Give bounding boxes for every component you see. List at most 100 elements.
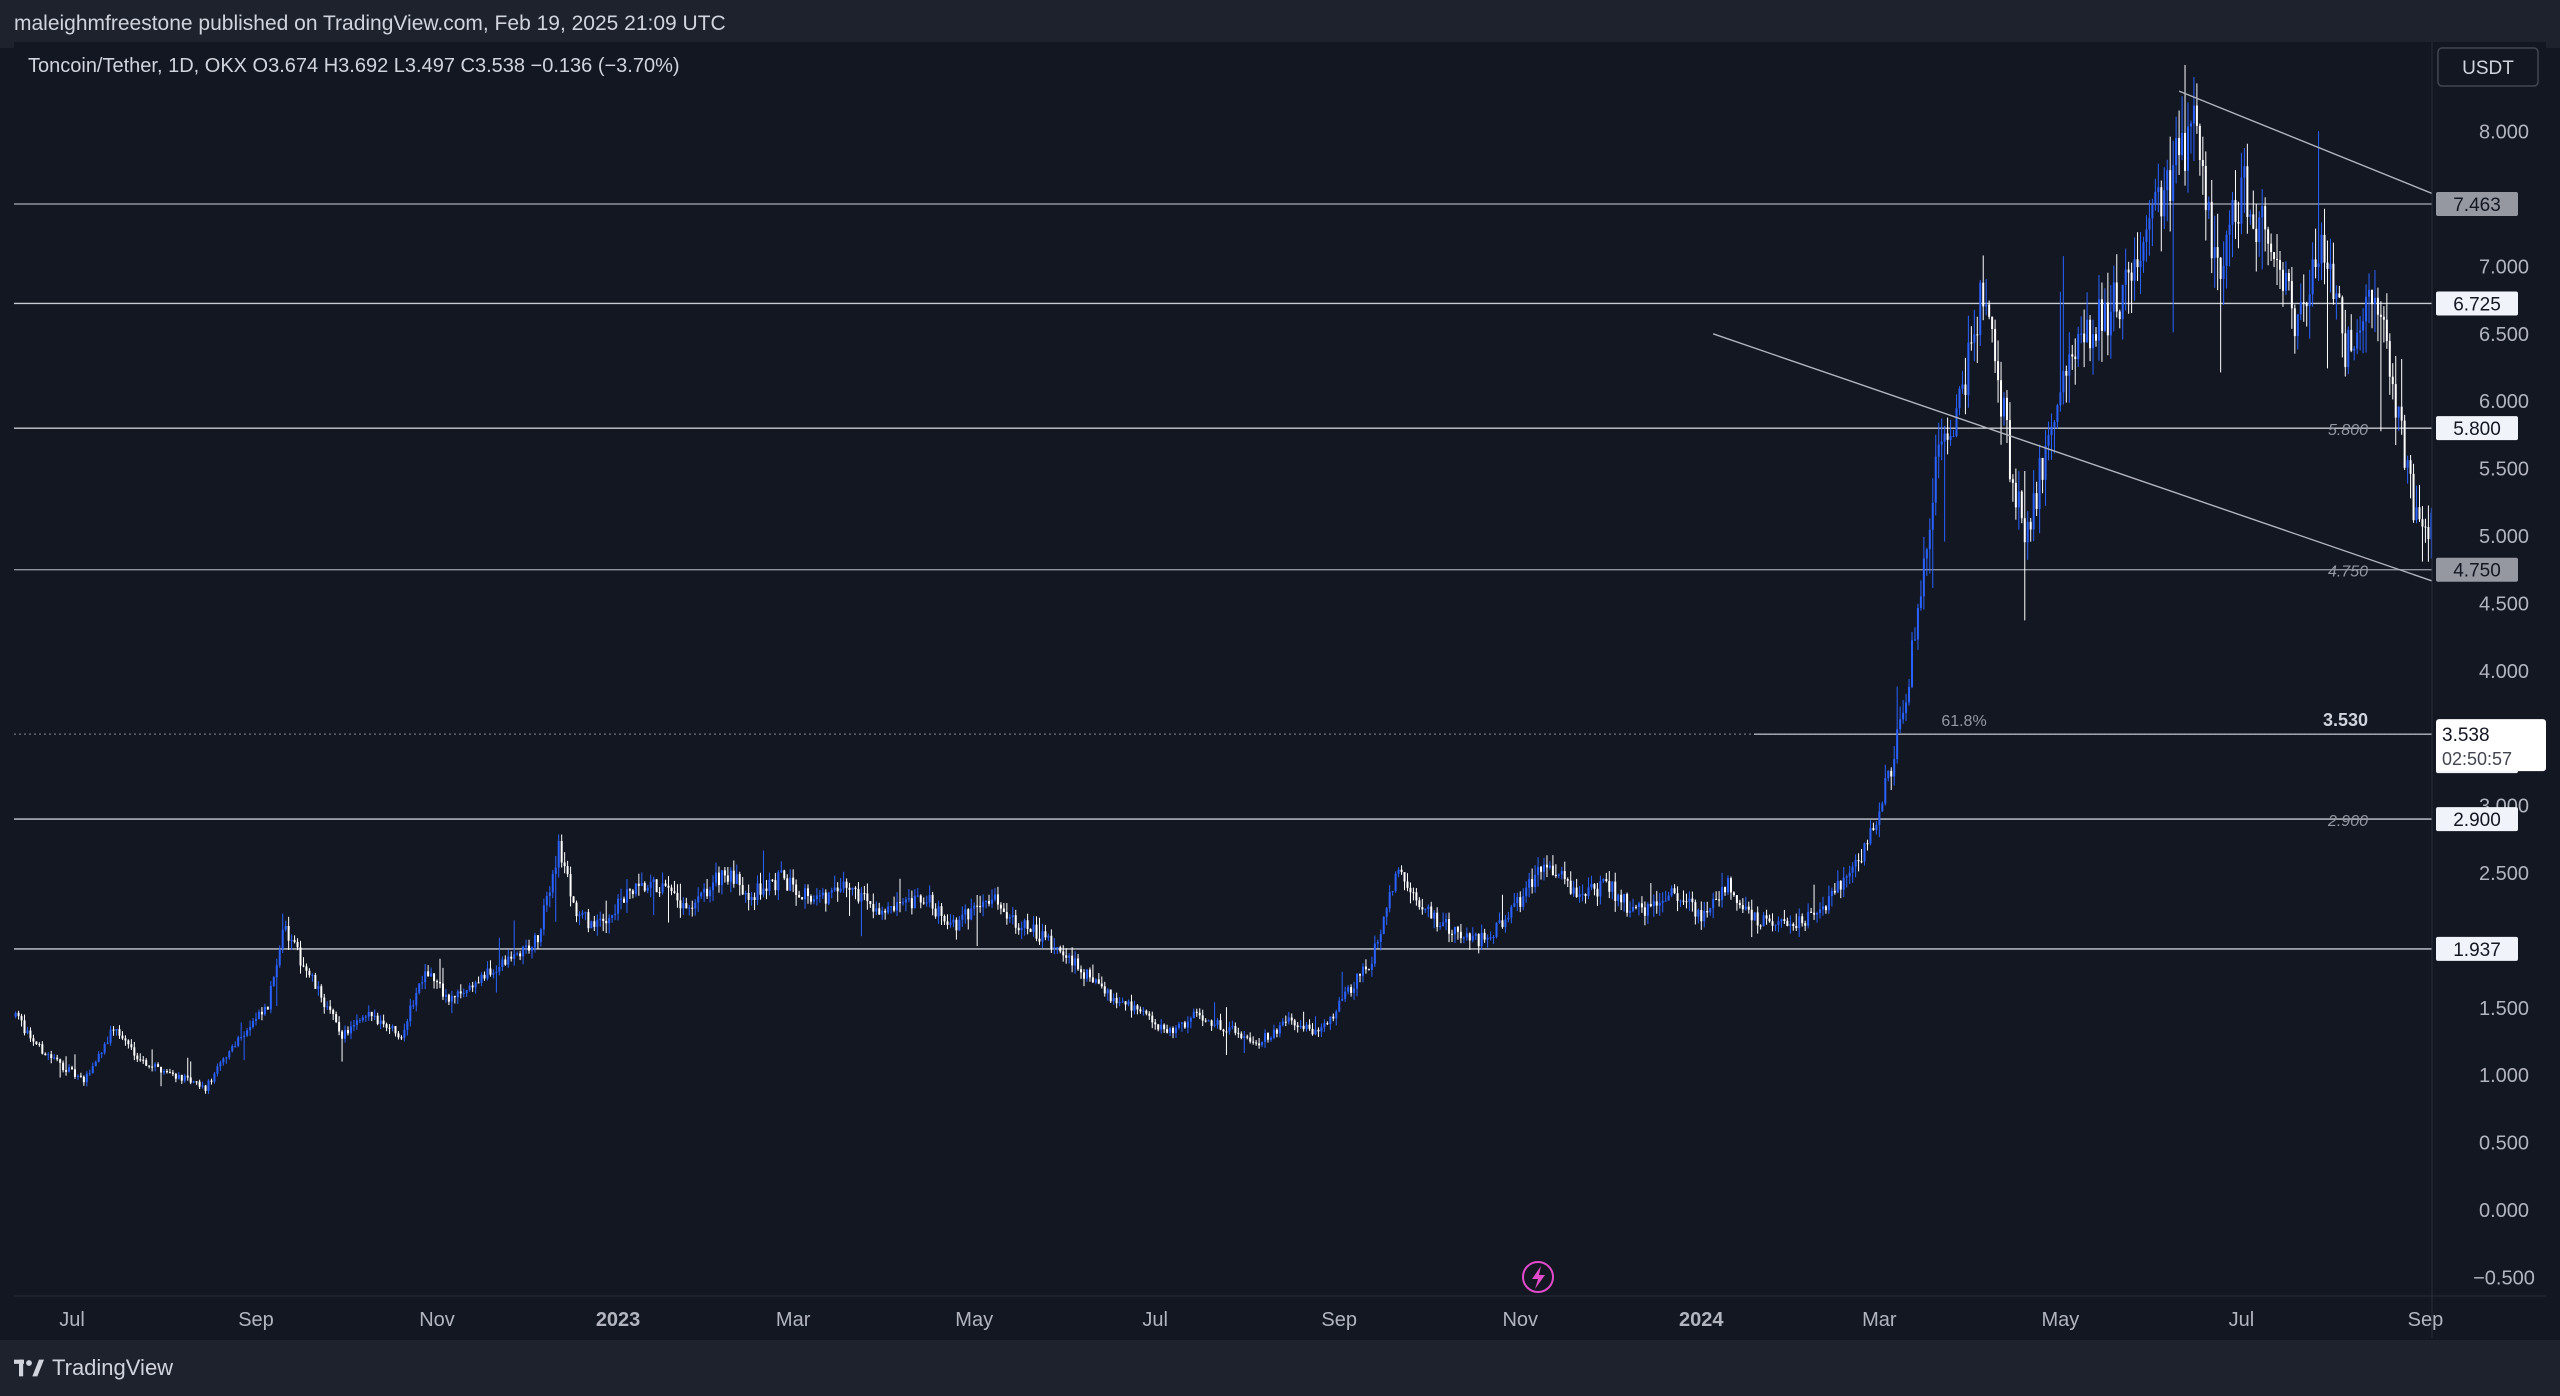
candle-body [1887,770,1890,778]
candle-body [827,892,830,904]
candle-body [2207,201,2210,211]
candle-body [1655,901,1658,906]
candle-body [904,899,907,903]
x-tick-label: 2024 [1679,1309,1724,1331]
candle-body [2249,214,2252,217]
candle-body [2136,259,2139,268]
candle-body [2430,512,2433,540]
candle-body [2261,205,2264,218]
candle-body [780,870,783,873]
candle-body [554,867,557,875]
candle-body [973,905,976,909]
candle-body [2335,293,2338,300]
tradingview-logo[interactable]: TradingView [14,1354,173,1382]
candle-body [269,985,272,1010]
y-tick-label: 6.500 [2479,324,2529,346]
candle-body [513,954,516,959]
candle-body [2201,159,2204,166]
candle-body [1557,874,1560,876]
candle-body [952,919,955,923]
candle-body [1706,910,1709,913]
candle-body [833,887,836,891]
candle-body [1884,777,1887,804]
lightning-icon[interactable] [1522,1261,1554,1293]
candle-body [2222,265,2225,280]
candle-body [1177,1023,1180,1028]
candle-body [1839,880,1842,890]
candle-body [1094,979,1097,983]
candle-body [2424,526,2427,528]
candle-body [860,893,863,902]
candle-body [1519,897,1522,907]
candle-body [453,995,456,998]
candle-body [1329,1016,1332,1025]
level-line-label: 4.750 [2328,564,2368,581]
candle-body [344,1030,347,1039]
candle-body [2219,257,2222,280]
candle-body [2388,341,2391,377]
current-price-badge: 3.538 [2442,725,2490,746]
candle-body [842,881,845,889]
candle-body [1100,983,1103,987]
candle-body [2127,269,2130,273]
candle-body [1863,843,1866,862]
candle-body [1154,1022,1157,1025]
x-tick-label: Nov [419,1309,455,1331]
candle-body [1451,933,1453,935]
x-tick-label: May [2041,1309,2079,1331]
candle-body [2246,166,2249,217]
candle-body [409,1005,412,1022]
candle-body [2302,302,2305,304]
candle-body [1780,919,1783,922]
candle-body [1267,1033,1269,1040]
candle-body [2365,296,2368,322]
candle-body [1442,922,1445,927]
candle-body [2311,259,2314,295]
candle-body [1593,884,1596,889]
candle-body [1041,931,1044,942]
candle-body [2409,460,2412,474]
candle-body [1994,328,1997,362]
candle-body [640,883,643,886]
candle-body [821,892,824,896]
candle-body [1183,1022,1186,1028]
candle-body [160,1066,163,1073]
candle-body [765,888,768,891]
candle-body [151,1066,154,1068]
candle-body [1219,1020,1222,1030]
candle-body [1548,865,1551,868]
candle-body [1881,803,1884,812]
candle-body [2142,242,2145,261]
candle-body [1121,1001,1124,1003]
candle-body [812,899,815,902]
candle-body [694,902,697,909]
candle-body [652,879,655,883]
candle-body [839,888,842,892]
candle-body [35,1041,38,1045]
candle-body [284,925,287,930]
candle-body [2106,302,2109,336]
currency-selector[interactable]: USDT [2437,47,2539,87]
candle-body [756,883,759,901]
x-tick-label: Nov [1502,1309,1538,1331]
candle-body [1050,935,1053,949]
candle-body [507,956,510,965]
candle-body [1744,906,1747,910]
candle-body [2121,284,2124,320]
candle-body [100,1052,103,1055]
x-tick-label: May [955,1309,993,1331]
candle-body [1373,943,1376,964]
candle-body [1688,898,1691,902]
level-badge: 6.725 [2453,294,2501,315]
candle-body [732,870,735,884]
candle-body [1813,912,1816,915]
candle-body [2210,201,2213,259]
candle-body [993,894,996,900]
candle-body [1652,901,1655,907]
candle-body [1670,888,1673,896]
candle-body [949,922,952,925]
candle-body [2115,282,2118,312]
candle-body [851,887,854,890]
